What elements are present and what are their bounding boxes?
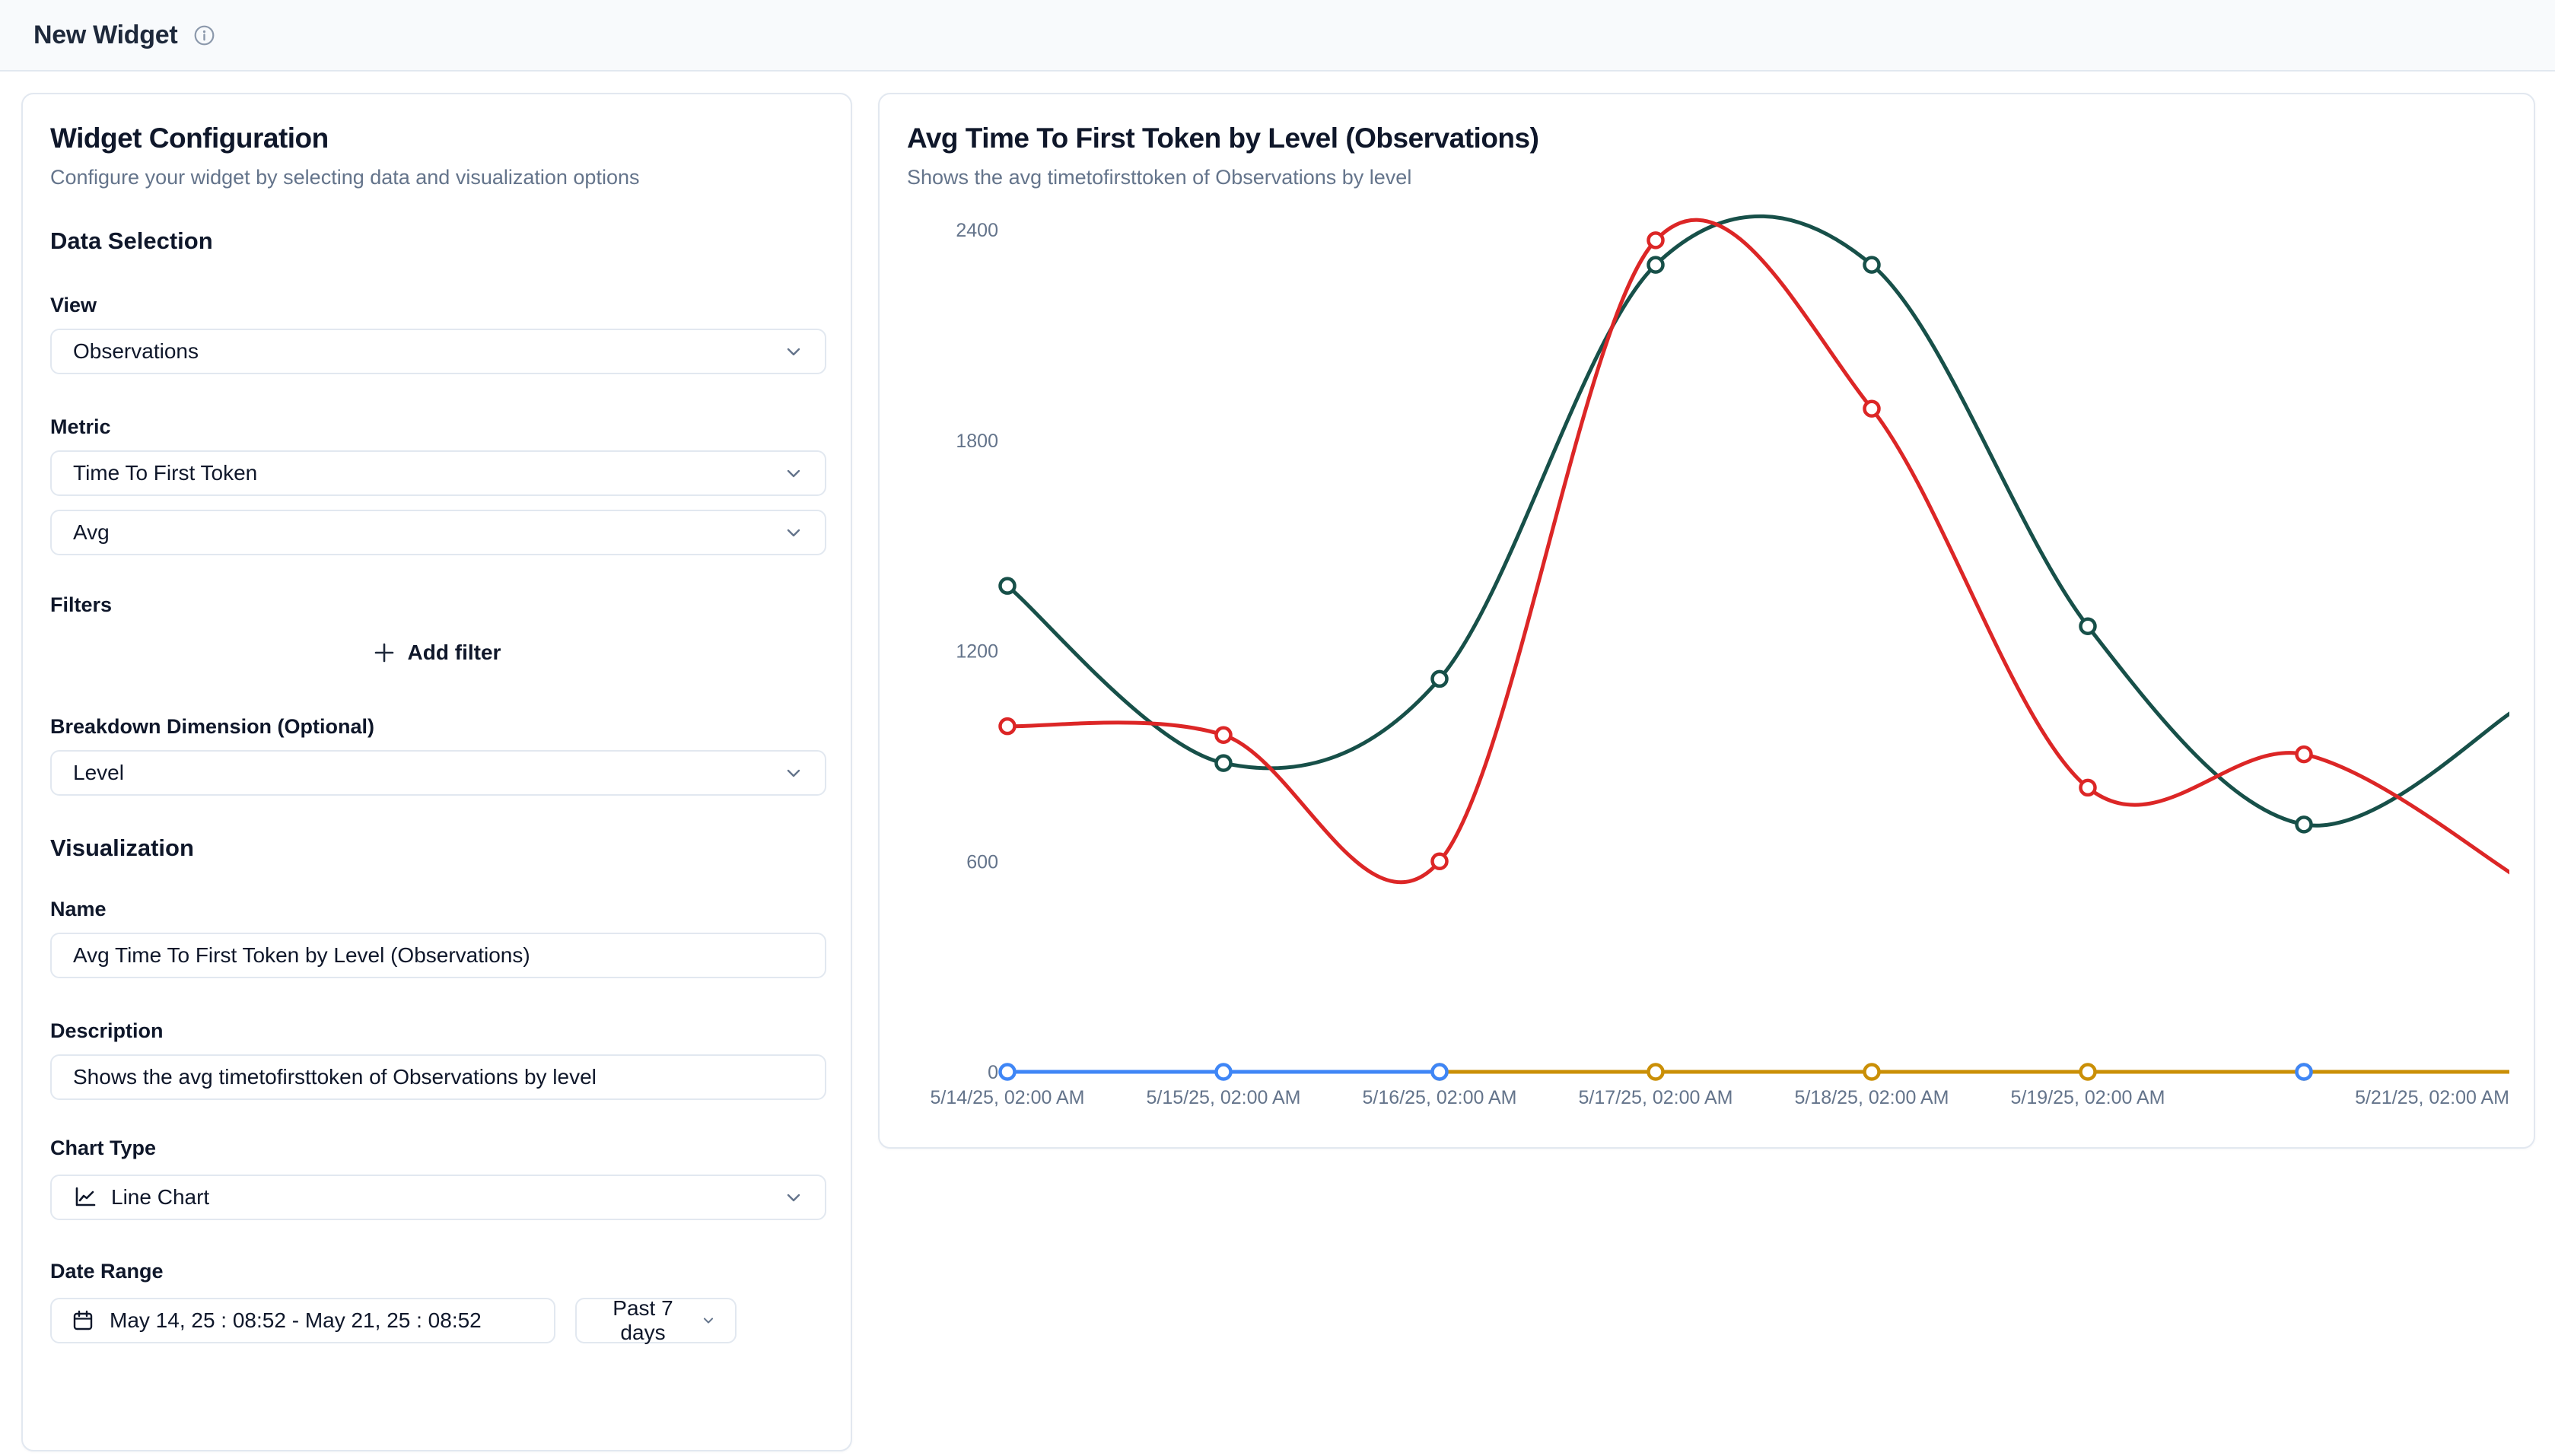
svg-text:2400: 2400 <box>956 220 998 241</box>
add-filter-label: Add filter <box>407 641 501 664</box>
data-point-orange <box>1647 1063 1665 1081</box>
line-chart-icon <box>75 1187 96 1206</box>
chevron-down-icon <box>703 1318 714 1324</box>
chart-subtitle: Shows the avg timetofirsttoken of Observ… <box>907 166 1412 189</box>
description-label: Description <box>50 1019 164 1042</box>
chart-type-select-value: Line Chart <box>111 1185 210 1209</box>
visualization-heading: Visualization <box>50 834 194 861</box>
data-point-red <box>1430 852 1449 870</box>
description-input[interactable] <box>50 1054 826 1100</box>
breakdown-select-value: Level <box>73 761 124 784</box>
aggregation-select-value: Avg <box>73 520 110 544</box>
breakdown-select[interactable]: Level <box>50 750 826 796</box>
add-filter-button[interactable]: Add filter <box>355 631 520 674</box>
svg-text:5/17/25, 02:00 AM: 5/17/25, 02:00 AM <box>1579 1087 1733 1108</box>
data-point-red <box>2079 778 2097 797</box>
data-point-teal <box>1214 754 1233 772</box>
calendar-icon <box>73 1310 93 1330</box>
view-label: View <box>50 294 97 316</box>
filters-label: Filters <box>50 593 113 616</box>
plus-icon <box>374 643 393 663</box>
page-title: New Widget <box>33 20 178 49</box>
data-point-orange <box>1863 1063 1881 1081</box>
view-select-value: Observations <box>73 339 199 363</box>
view-select[interactable]: Observations <box>50 329 826 374</box>
svg-text:5/19/25, 02:00 AM: 5/19/25, 02:00 AM <box>2011 1087 2165 1108</box>
widget-configuration-panel: Widget Configuration Configure your widg… <box>21 93 852 1451</box>
chevron-down-icon <box>787 348 800 356</box>
data-point-teal <box>2295 815 2313 834</box>
svg-text:5/14/25, 02:00 AM: 5/14/25, 02:00 AM <box>931 1087 1085 1108</box>
aggregation-select[interactable]: Avg <box>50 510 826 555</box>
svg-text:1800: 1800 <box>956 431 998 452</box>
svg-text:0: 0 <box>988 1062 998 1083</box>
metric-select-value: Time To First Token <box>73 461 258 485</box>
data-point-red <box>1214 726 1233 744</box>
data-point-teal <box>2079 617 2097 635</box>
data-point-red <box>1647 231 1665 250</box>
chart-type-select[interactable]: Line Chart <box>50 1175 826 1220</box>
svg-text:5/18/25, 02:00 AM: 5/18/25, 02:00 AM <box>1795 1087 1949 1108</box>
data-selection-heading: Data Selection <box>50 227 213 254</box>
data-point-teal <box>1863 256 1881 274</box>
data-point-orange <box>2079 1063 2097 1081</box>
chart-type-label: Chart Type <box>50 1137 157 1159</box>
data-point-red <box>2295 745 2313 764</box>
chevron-down-icon <box>787 529 800 537</box>
config-subtitle: Configure your widget by selecting data … <box>50 166 640 189</box>
svg-text:600: 600 <box>966 851 998 873</box>
metric-select[interactable]: Time To First Token <box>50 450 826 496</box>
data-point-teal <box>998 577 1017 595</box>
data-point-teal <box>1430 669 1449 688</box>
svg-text:5/15/25, 02:00 AM: 5/15/25, 02:00 AM <box>1147 1087 1301 1108</box>
breakdown-label: Breakdown Dimension (Optional) <box>50 715 375 738</box>
date-preset-button[interactable]: Past 7 days <box>575 1296 737 1344</box>
chart-panel: Avg Time To First Token by Level (Observ… <box>878 93 2535 1149</box>
chevron-down-icon <box>787 1194 800 1202</box>
data-point-blue <box>998 1063 1017 1081</box>
name-input[interactable] <box>50 933 826 978</box>
page-header: New Widget <box>0 0 2555 72</box>
chevron-down-icon <box>787 469 800 478</box>
svg-text:5/16/25, 02:00 AM: 5/16/25, 02:00 AM <box>1363 1087 1517 1108</box>
data-point-blue <box>2295 1063 2313 1081</box>
chevron-down-icon <box>787 769 800 777</box>
chart-title: Avg Time To First Token by Level (Observ… <box>907 122 1539 154</box>
name-label: Name <box>50 898 107 920</box>
config-title: Widget Configuration <box>50 122 329 154</box>
data-point-red <box>998 717 1017 736</box>
metric-label: Metric <box>50 415 111 438</box>
date-range-button[interactable]: May 14, 25 : 08:52 - May 21, 25 : 08:52 <box>50 1298 555 1343</box>
date-range-label: Date Range <box>50 1260 164 1283</box>
data-point-blue <box>1430 1063 1449 1081</box>
info-icon[interactable] <box>194 25 215 46</box>
data-point-red <box>1863 399 1881 418</box>
line-chart: 0 600 1200 1800 2400 5/14/25, 02:00 AM 5/15/25… <box>907 201 2509 1111</box>
data-point-teal <box>1647 256 1665 274</box>
date-preset-value: Past 7 days <box>612 1296 673 1344</box>
svg-text:5/21/25, 02:00 AM: 5/21/25, 02:00 AM <box>2355 1087 2509 1108</box>
svg-text:1200: 1200 <box>956 641 998 663</box>
data-point-blue <box>1214 1063 1233 1081</box>
date-range-value: May 14, 25 : 08:52 - May 21, 25 : 08:52 <box>110 1308 482 1332</box>
